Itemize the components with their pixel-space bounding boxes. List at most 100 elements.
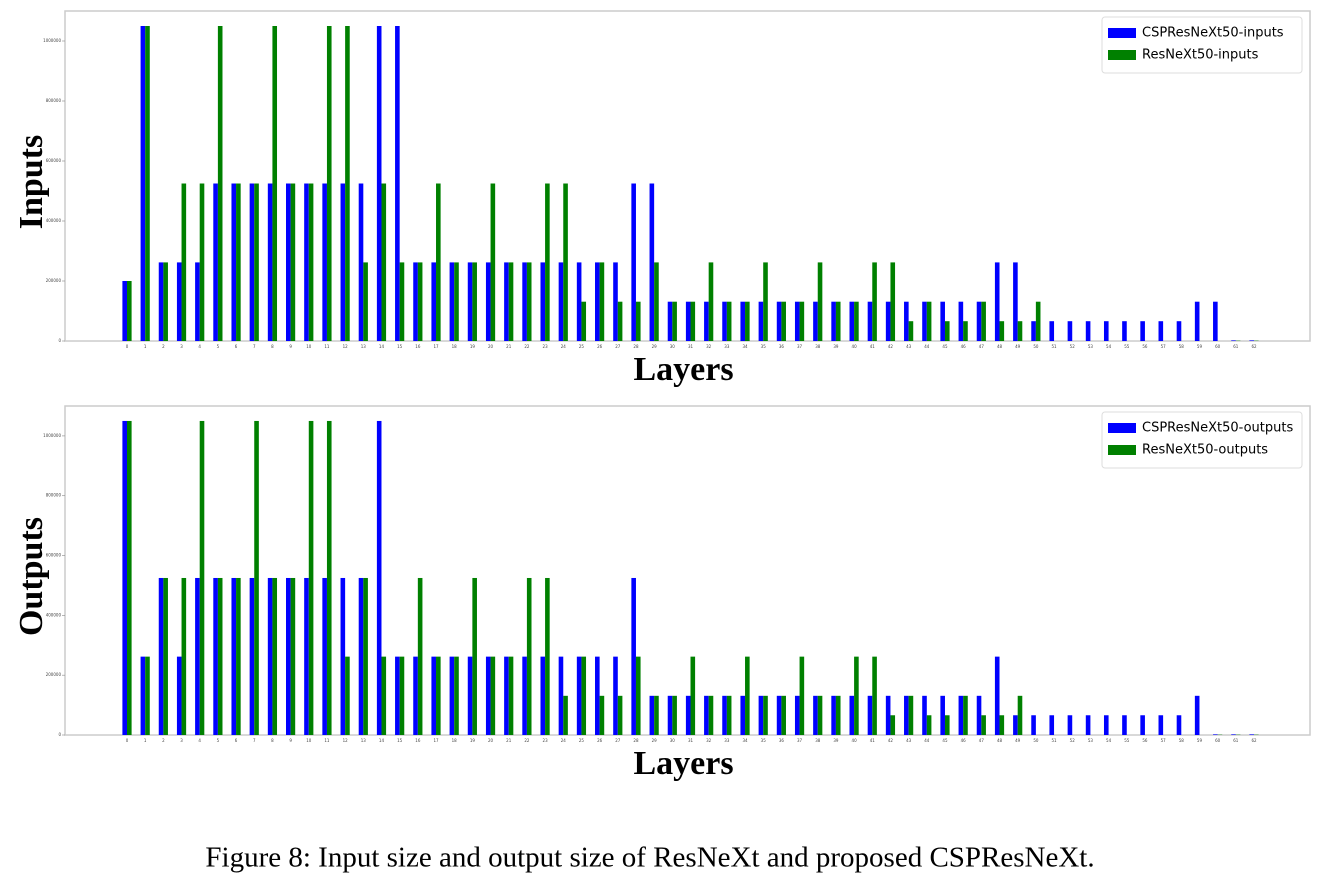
bar	[340, 577, 346, 735]
x-tick-label: 58	[1179, 738, 1185, 743]
x-tick-label: 33	[724, 738, 730, 743]
bar	[254, 420, 259, 735]
bar	[176, 656, 182, 735]
x-tick-label: 41	[870, 344, 876, 349]
bar	[576, 656, 582, 735]
bar	[654, 695, 659, 735]
x-tick-label: 12	[343, 344, 349, 349]
x-tick-label: 58	[1179, 344, 1185, 349]
x-tick-label: 45	[942, 738, 948, 743]
x-tick-label: 44	[924, 738, 930, 743]
bar	[217, 577, 223, 735]
bar	[890, 715, 896, 735]
bar	[685, 695, 691, 735]
x-tick-label: 23	[543, 344, 549, 349]
x-tick-label: 2	[162, 738, 165, 743]
bar	[813, 301, 818, 341]
x-tick-label: 56	[1142, 344, 1148, 349]
bar	[885, 695, 891, 735]
y-tick-label: 400000	[46, 218, 62, 223]
x-tick-label: 5	[217, 738, 220, 743]
bar	[872, 656, 877, 735]
bar	[781, 695, 786, 735]
bar	[722, 695, 727, 735]
bar	[127, 281, 132, 341]
x-tick-label: 5	[217, 344, 220, 349]
x-tick-label: 1	[144, 738, 147, 743]
x-tick-label: 57	[1161, 344, 1167, 349]
caption: Figure 8: Input size and output size of …	[205, 842, 1094, 874]
bar	[667, 695, 673, 735]
x-tick-label: 13	[361, 738, 367, 743]
bar	[145, 26, 150, 341]
bar	[504, 656, 509, 735]
x-tick-label: 7	[253, 738, 256, 743]
bar	[213, 183, 218, 341]
bar	[908, 695, 914, 735]
bar	[308, 183, 314, 341]
x-tick-label: 8	[271, 738, 274, 743]
bar	[158, 262, 164, 341]
bar	[195, 262, 200, 341]
bar	[981, 715, 986, 735]
bar	[272, 577, 278, 735]
bar	[431, 656, 437, 735]
bar	[1067, 321, 1073, 341]
bar	[835, 301, 841, 341]
x-tick-label: 0	[126, 738, 129, 743]
bar	[140, 656, 146, 735]
bar	[781, 301, 786, 341]
bar	[926, 301, 932, 341]
bar	[345, 26, 350, 341]
bar	[1176, 321, 1182, 341]
bar	[1213, 734, 1218, 735]
bar	[522, 656, 527, 735]
bar	[722, 301, 727, 341]
y-axis-title: Inputs	[13, 135, 50, 230]
x-tick-label: 31	[688, 344, 694, 349]
bar	[994, 656, 1000, 735]
bar	[363, 262, 368, 341]
legend-box	[1101, 411, 1303, 469]
bar	[163, 577, 168, 735]
x-tick-label: 55	[1124, 738, 1130, 743]
y-tick-label: 200000	[46, 672, 62, 677]
bar	[417, 262, 423, 341]
y-tick-label: 0	[58, 732, 61, 737]
bar	[1140, 715, 1145, 735]
y-tick-label: 800000	[46, 98, 62, 103]
bar	[290, 183, 296, 341]
x-tick-label: 22	[524, 738, 530, 743]
x-tick-label: 36	[779, 344, 785, 349]
x-tick-label: 38	[815, 738, 821, 743]
bar	[704, 695, 709, 735]
x-tick-label: 11	[324, 738, 330, 743]
bar	[1103, 715, 1109, 735]
bar	[558, 262, 564, 341]
x-tick-label: 10	[306, 344, 312, 349]
bar	[558, 656, 564, 735]
x-tick-label: 9	[289, 344, 292, 349]
bar	[813, 695, 818, 735]
bar	[563, 183, 568, 341]
x-tick-label: 4	[198, 344, 201, 349]
bar	[363, 577, 368, 735]
bar	[649, 695, 655, 735]
bar	[885, 301, 891, 341]
bar	[1103, 321, 1109, 341]
bar	[526, 262, 532, 341]
bar	[381, 183, 387, 341]
y-tick-label: 200000	[46, 278, 62, 283]
bar	[1249, 340, 1254, 341]
x-tick-label: 18	[452, 738, 458, 743]
x-tick-label: 53	[1088, 738, 1094, 743]
x-axis-title: Layers	[633, 745, 733, 782]
x-tick-label: 20	[488, 344, 494, 349]
bar	[1085, 715, 1091, 735]
x-tick-label: 47	[979, 738, 985, 743]
legend-label: CSPResNeXt50-inputs	[1142, 26, 1284, 41]
x-tick-label: 51	[1052, 344, 1058, 349]
x-tick-label: 36	[779, 738, 785, 743]
bar	[454, 656, 459, 735]
x-tick-label: 26	[597, 738, 603, 743]
